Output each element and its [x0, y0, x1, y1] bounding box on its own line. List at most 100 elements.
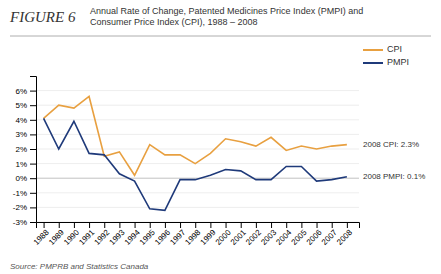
y-tick: 3%: [15, 130, 36, 139]
y-tick-mark: [30, 164, 36, 165]
x-tick-mark: [301, 222, 302, 228]
grid-line: [36, 119, 359, 120]
x-tick-mark: [210, 222, 211, 228]
x-tick-mark: [59, 222, 60, 228]
separator: [10, 36, 431, 37]
x-tick-label: 1997: [168, 228, 187, 247]
x-tick-mark: [332, 222, 333, 228]
x-tick-label: 2008: [335, 228, 354, 247]
x-axis-line: [37, 223, 360, 229]
x-tick-label: 1992: [92, 228, 111, 247]
y-tick: 4%: [15, 116, 36, 125]
x-tick-mark: [347, 222, 348, 228]
x-tick-label: 1995: [138, 228, 157, 247]
x-tick-mark: [165, 222, 166, 228]
x-tick-mark: [135, 222, 136, 228]
y-tick-mark: [30, 178, 36, 179]
x-tick-mark: [180, 222, 181, 228]
y-axis-line: [30, 77, 37, 223]
grid-line: [36, 192, 359, 193]
x-tick-mark: [286, 222, 287, 228]
y-tick-mark: [30, 149, 36, 150]
grid-line: [36, 134, 359, 135]
x-axis: 1988198919901991199219931994199519961997…: [32, 222, 360, 247]
y-tick-label: -2%: [13, 203, 27, 212]
x-tick: 2008: [335, 222, 354, 247]
x-tick-label: 1990: [62, 228, 81, 247]
y-tick-label: 4%: [15, 116, 27, 125]
y-tick: -1%: [13, 189, 36, 198]
x-tick-mark: [44, 222, 45, 228]
grid-line: [36, 163, 359, 164]
y-tick: 1%: [15, 160, 36, 169]
legend: CPI PMPI: [363, 44, 409, 67]
y-tick-label: 2%: [15, 145, 27, 154]
grid-line: [36, 105, 359, 106]
x-tick-mark: [150, 222, 151, 228]
legend-swatch: [363, 49, 383, 51]
legend-label: CPI: [387, 44, 402, 54]
x-tick-label: 2001: [229, 228, 248, 247]
x-tick-mark: [104, 222, 105, 228]
y-tick-mark: [30, 105, 36, 106]
x-tick-label: 2003: [259, 228, 278, 247]
subtitle: Annual Rate of Change, Patented Medicine…: [90, 6, 363, 27]
x-tick-label: 2002: [244, 228, 263, 247]
y-tick: 2%: [15, 145, 36, 154]
y-tick-mark: [30, 120, 36, 121]
y-tick-label: 5%: [15, 101, 27, 110]
y-tick-label: -1%: [13, 189, 27, 198]
series-line: [44, 118, 347, 210]
x-tick-mark: [271, 222, 272, 228]
y-tick: -2%: [13, 203, 36, 212]
y-tick-label: 3%: [15, 130, 27, 139]
x-tick-mark: [256, 222, 257, 228]
y-tick-mark: [30, 91, 36, 92]
x-tick-label: 1996: [153, 228, 172, 247]
y-tick-mark: [30, 134, 36, 135]
series-line: [44, 96, 347, 175]
y-tick-label: 0%: [15, 174, 27, 183]
y-axis: -3% -2% -1% 0% 1% 2% 3% 4% 5% 6%: [13, 77, 37, 228]
y-tick-label: 1%: [15, 160, 27, 169]
x-tick-mark: [119, 222, 120, 228]
x-tick-mark: [89, 222, 90, 228]
annotations: 2008 CPI: 2.3% 2008 PMPI: 0.1%: [363, 140, 425, 181]
y-tick-mark: [30, 193, 36, 194]
x-tick-mark: [226, 222, 227, 228]
grid-line: [36, 207, 359, 208]
x-tick-label: 1989: [47, 228, 66, 247]
y-tick-mark: [30, 222, 36, 223]
x-tick-label: 2006: [305, 228, 324, 247]
title: FIGURE 6: [9, 9, 76, 25]
plot: [44, 96, 347, 210]
annotation: 2008 CPI: 2.3%: [363, 140, 419, 149]
x-tick-mark: [195, 222, 196, 228]
x-tick-label: 1993: [108, 228, 127, 247]
legend-swatch: [363, 62, 383, 64]
x-tick-label: 2004: [274, 228, 293, 247]
x-tick-label: 1998: [183, 228, 202, 247]
x-tick-label: 1994: [123, 228, 142, 247]
x-tick-label: 2000: [214, 228, 233, 247]
chart: FIGURE 6 Annual Rate of Change, Patented …: [0, 0, 441, 274]
x-tick-mark: [241, 222, 242, 228]
grid: [36, 91, 359, 222]
source: Source: PMPRB and Statistics Canada: [10, 262, 149, 271]
y-tick: 6%: [15, 87, 36, 96]
y-tick-label: -3%: [13, 218, 27, 227]
y-tick: -3%: [13, 218, 36, 227]
x-tick-mark: [317, 222, 318, 228]
x-tick-mark: [74, 222, 75, 228]
x-tick-label: 2007: [320, 228, 339, 247]
y-tick: 0%: [15, 174, 36, 183]
legend-label: PMPI: [387, 57, 409, 67]
x-tick-label: 2005: [290, 228, 309, 247]
y-tick-mark: [30, 207, 36, 208]
x-tick-label: 1991: [77, 228, 96, 247]
y-tick: 5%: [15, 101, 36, 110]
x-tick-label: 1988: [32, 228, 51, 247]
grid-line: [36, 90, 359, 91]
y-tick-label: 6%: [15, 87, 27, 96]
annotation: 2008 PMPI: 0.1%: [363, 172, 425, 181]
